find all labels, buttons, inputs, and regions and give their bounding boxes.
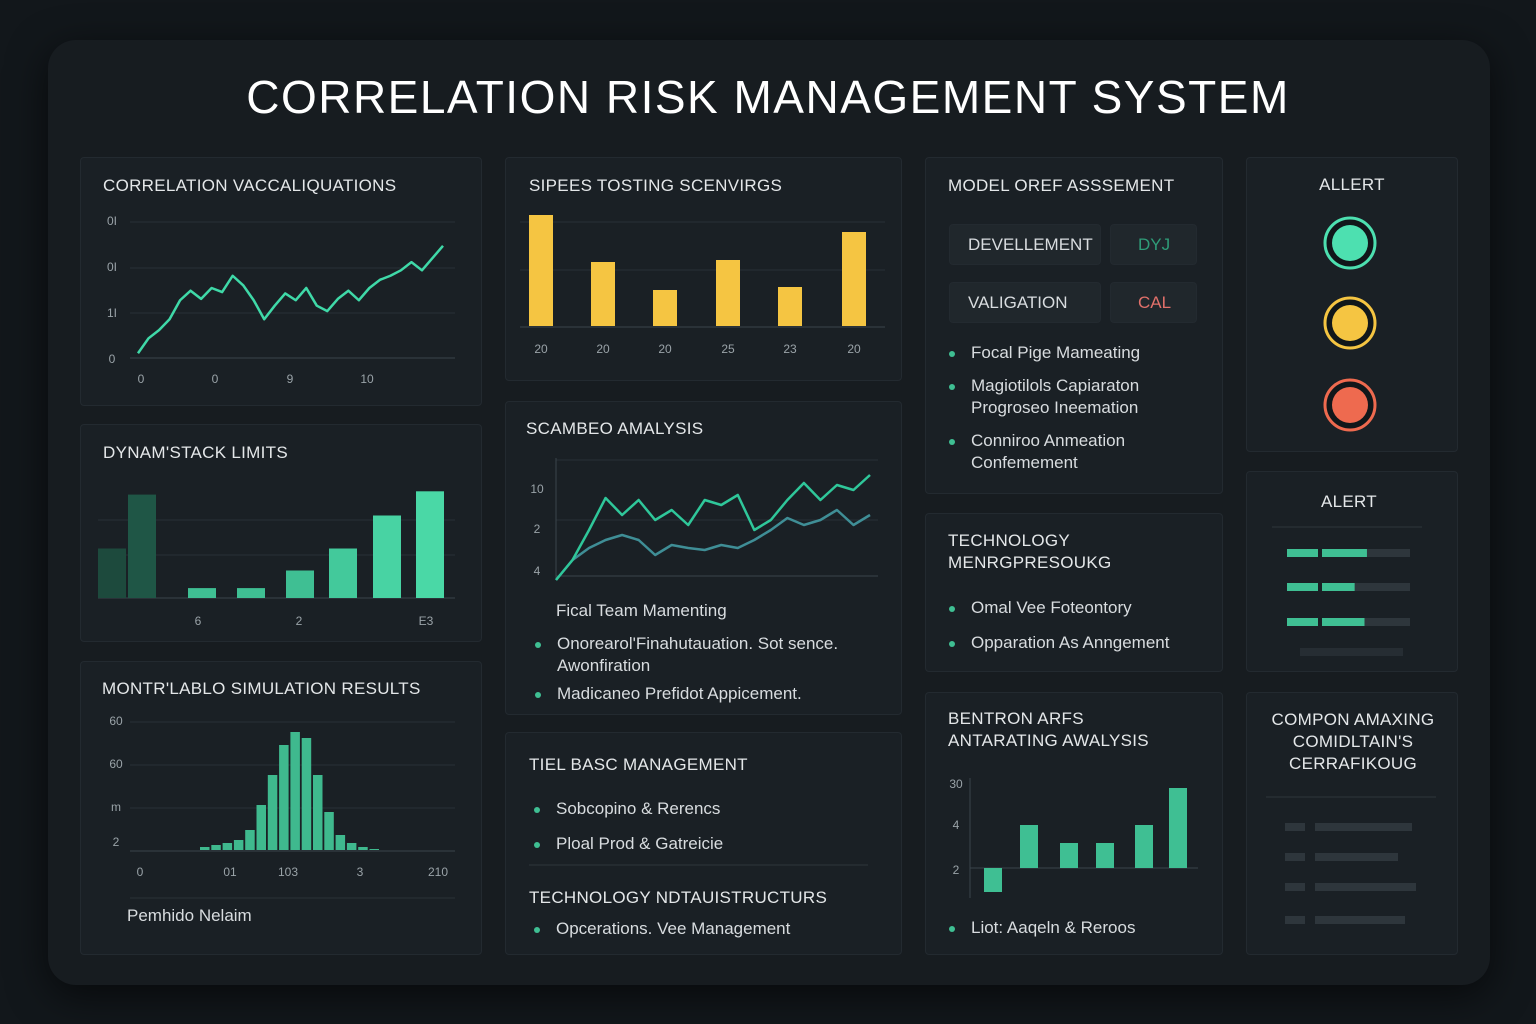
bullet-item: Conniroo Anmeation Confemement [949, 430, 1171, 474]
text: SCAMBEO AMALYSIS [526, 419, 704, 438]
text: SIPEES TOSTING SCENVIRGS [529, 176, 783, 195]
panel [925, 157, 1223, 494]
text: COMPON AMAXING COMIDLTAIN'S CERRAFIKOUG [1271, 710, 1435, 774]
bullet-item: Ploal Prod & Gatreicie [534, 833, 876, 855]
text: CORRELATION VACCALIQUATIONS [103, 176, 397, 195]
bullet-item: Sobcopino & Rerencs [534, 798, 876, 820]
text: ALLERT [1319, 175, 1385, 194]
text: BENTRON ARFS ANTARATING AWALYSIS [948, 709, 1149, 751]
text: TIEL BASC MANAGEMENT [529, 755, 748, 774]
bullet-item: Opparation As Anngement [949, 632, 1211, 654]
bullet-item: Omal Vee Foteontory [949, 597, 1211, 619]
bullet-item: Madicaneo Prefidot Appicement. [535, 683, 877, 705]
bullet-item: Opcerations. Vee Management [534, 918, 876, 940]
bullet-item: Focal Pige Mameating [949, 342, 1171, 364]
page-title: CORRELATION RISK MANAGEMENT SYSTEM [246, 71, 1290, 123]
bullet-item: Liot: Aaqeln & Reroos [949, 917, 1211, 939]
text: DYNAM'STACK LIMITS [103, 443, 288, 462]
panel [925, 513, 1223, 672]
row-label: DEVELLEMENT [968, 235, 1093, 254]
row-status: DYJ [1138, 235, 1171, 254]
text: ALERT [1321, 492, 1377, 511]
row-status-box [1110, 282, 1197, 323]
row-label-box [949, 224, 1101, 265]
panel [1246, 471, 1458, 672]
section-heading: TECHNOLOGY NDTAUISTRUCTURS [529, 888, 828, 907]
panel [505, 732, 902, 955]
bullet-item: Onorearol'Finahutauation. Sot sence. Awo… [535, 633, 877, 677]
row-status-box [1110, 224, 1197, 265]
row-label-box [949, 282, 1101, 323]
text: MODEL OREF ASSSEMENT [948, 176, 1175, 195]
panel [505, 157, 902, 381]
row-label: VALIGATION [968, 293, 1068, 312]
text: MONTR'LABLO SIMULATION RESULTS [102, 679, 421, 698]
section-heading: Fical Team Mamenting [556, 601, 727, 620]
bullet-item: Magiotilols Capiaraton Progroseo Ineemat… [949, 375, 1171, 419]
row-status: CAL [1138, 293, 1172, 312]
footer-label: Pemhido Nelaim [127, 906, 252, 925]
panel [1246, 157, 1458, 452]
text: TECHNOLOGY MENRGPRESOUKG [948, 531, 1112, 573]
